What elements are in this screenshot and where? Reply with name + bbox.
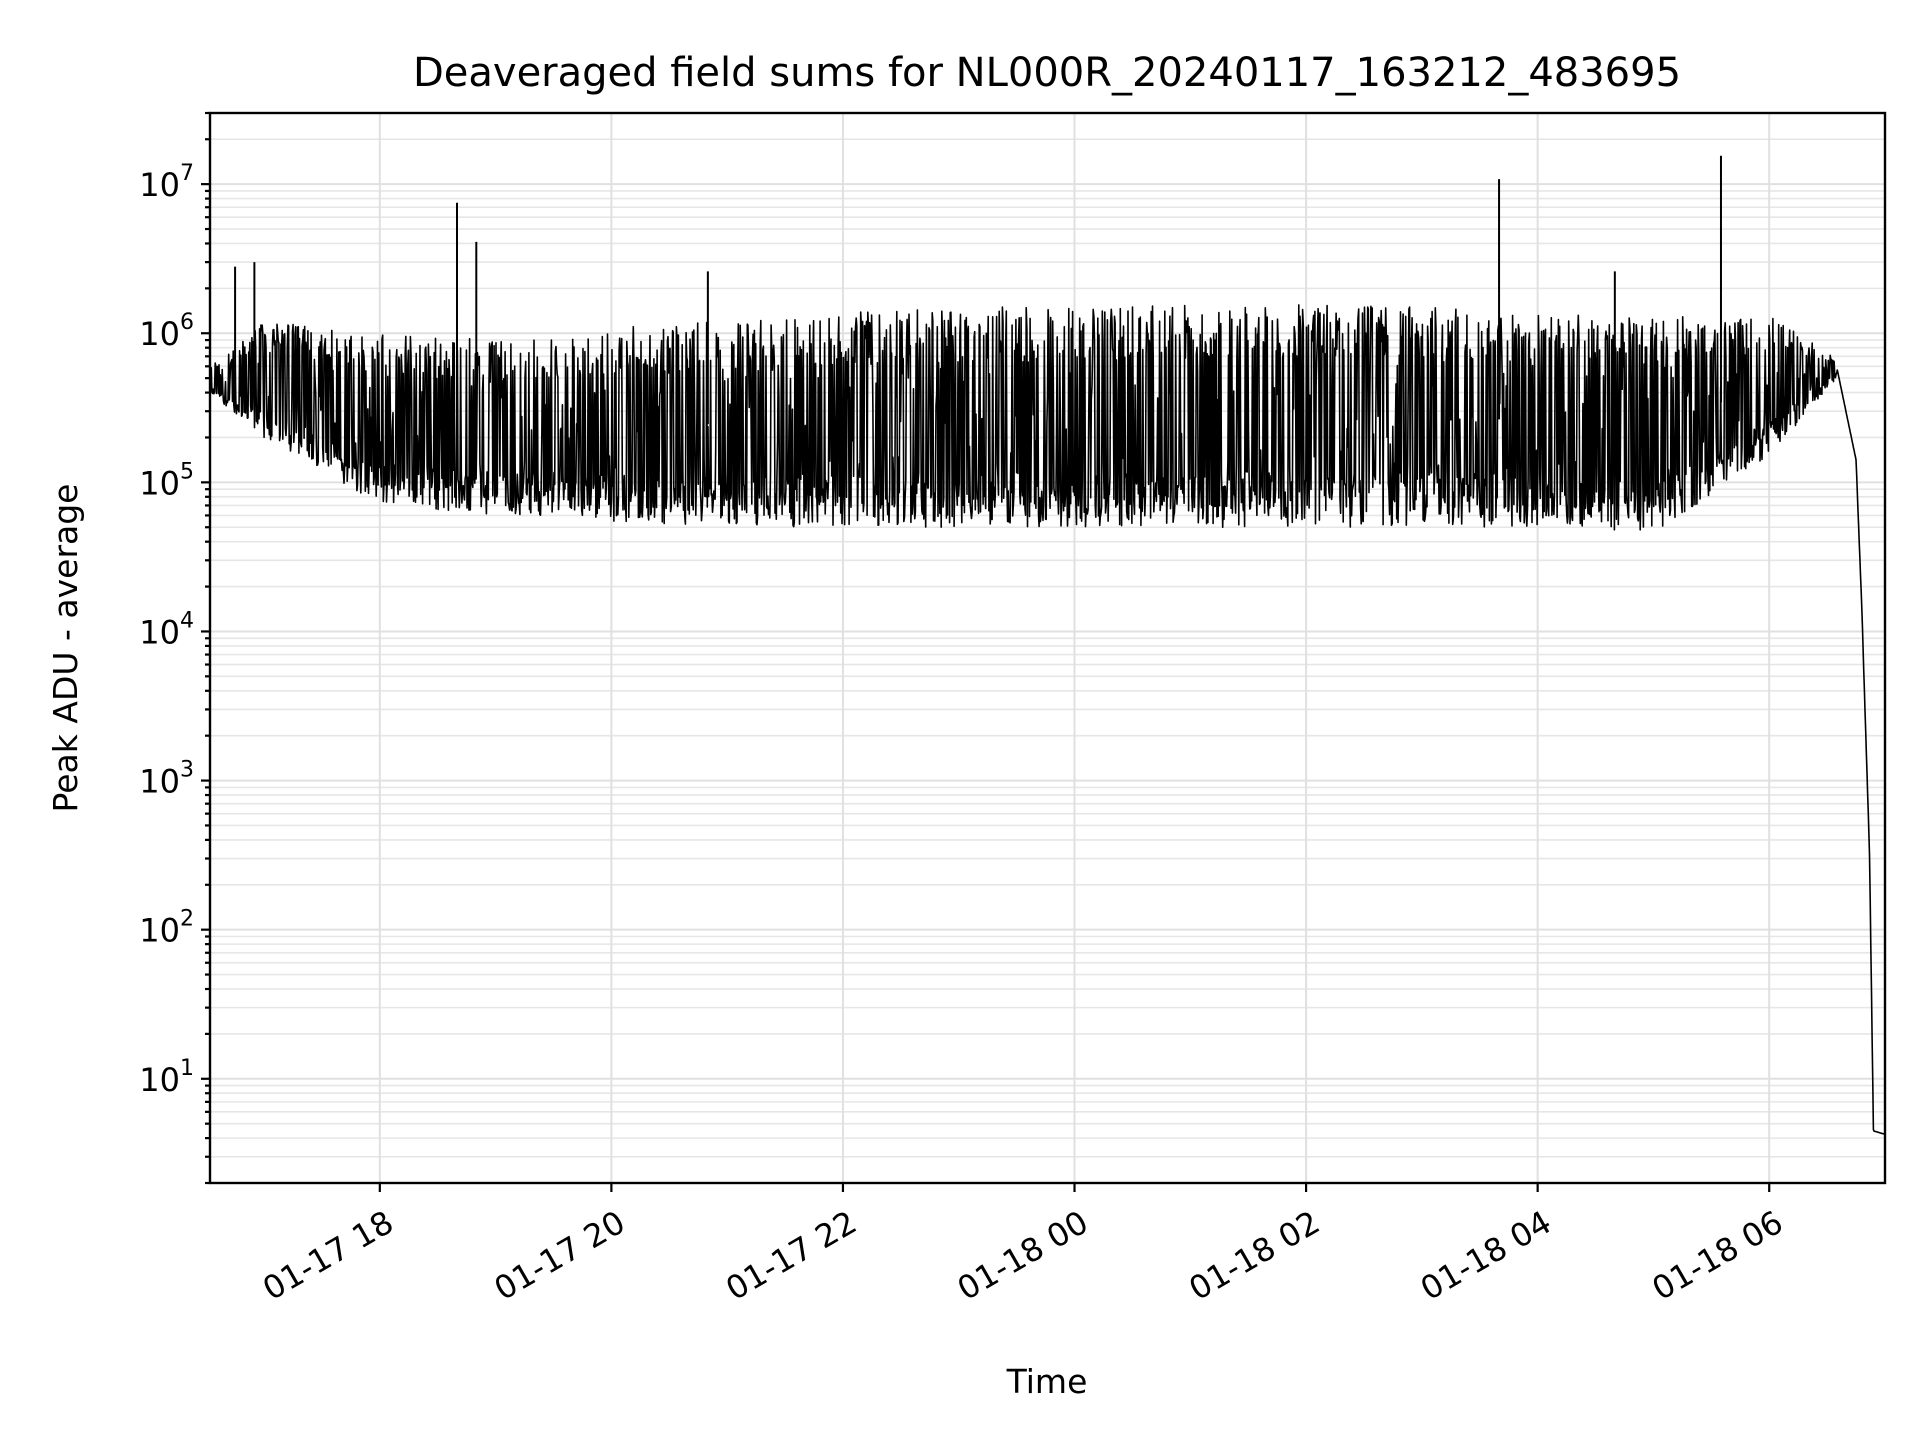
y-tick-label: 104 [139, 608, 194, 651]
x-tick-label: 01-17 20 [488, 1203, 632, 1308]
x-tick-label: 01-18 04 [1414, 1203, 1558, 1308]
y-tick-label: 103 [139, 758, 194, 801]
x-tick-label: 01-18 00 [951, 1203, 1095, 1308]
x-tick-label: 01-18 02 [1182, 1203, 1326, 1308]
y-tick-label: 105 [139, 459, 194, 502]
x-axis: 01-17 18 01-17 20 01-17 22 01-18 00 01-18 02… [256, 1183, 1789, 1308]
y-tick-label: 106 [139, 310, 194, 353]
grid [210, 112, 1885, 1184]
series-layer [209, 155, 1886, 1136]
x-tick-label: 01-17 18 [256, 1203, 400, 1308]
x-tick-label: 01-17 22 [719, 1203, 863, 1308]
y-axis: 101 102 103 104 105 106 107 [139, 111, 210, 1185]
y-tick-label: 101 [139, 1056, 194, 1099]
x-tick-label: 01-18 06 [1646, 1203, 1790, 1308]
y-tick-label: 107 [139, 161, 194, 204]
plot-frame [208, 111, 1887, 1185]
chart-title: Deaveraged field sums for NL000R_2024011… [413, 50, 1681, 96]
y-tick-label: 102 [139, 907, 194, 950]
series-line [209, 304, 1886, 1136]
x-axis-label: Time [1006, 1362, 1088, 1401]
y-axis-label: Peak ADU - average [46, 484, 85, 813]
